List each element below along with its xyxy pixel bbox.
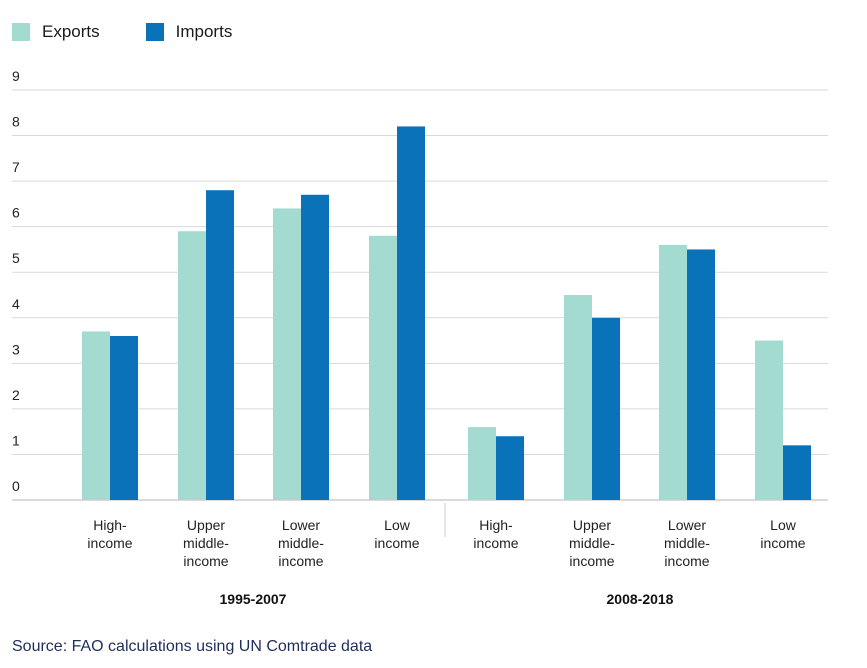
bar-imports	[687, 249, 715, 500]
y-tick-label: 3	[12, 341, 20, 357]
x-tick-label: Upper middle-income	[569, 517, 615, 569]
bar-chart: 0 1 2 3 4 5 6 7 8 9 High-income Upper middle-income L…	[12, 68, 828, 607]
bar-exports	[755, 340, 783, 500]
bar-imports	[592, 317, 620, 500]
y-tick-label: 7	[12, 159, 20, 175]
bar-imports	[397, 126, 425, 500]
legend-label-imports: Imports	[175, 22, 233, 41]
legend-item-exports: Exports	[12, 22, 100, 42]
bar-exports	[468, 427, 496, 500]
y-tick-label: 4	[12, 296, 20, 312]
y-tick-label: 9	[12, 68, 20, 84]
y-tick-label: 2	[12, 387, 20, 403]
y-tick-label: 0	[12, 478, 20, 494]
x-tick-label: Lower middle-income	[278, 517, 324, 569]
x-tick-label: Upper middle-income	[183, 517, 229, 569]
bar-imports	[496, 436, 524, 500]
bar-exports	[82, 331, 110, 500]
x-tick-label: Low income	[374, 517, 419, 551]
bar-exports	[369, 235, 397, 500]
y-tick-label: 5	[12, 250, 20, 266]
bar-exports	[564, 295, 592, 500]
x-tick-label: High-income	[87, 517, 132, 551]
chart-legend: Exports Imports	[12, 22, 278, 42]
y-tick-label: 1	[12, 432, 20, 448]
group-label: 1995-2007	[220, 591, 287, 607]
bar-imports	[783, 445, 811, 500]
bar-exports	[659, 244, 687, 500]
x-tick-label: High-income	[473, 517, 518, 551]
bar-exports	[178, 231, 206, 500]
bar-exports	[273, 208, 301, 500]
y-tick-label: 6	[12, 205, 20, 221]
legend-item-imports: Imports	[145, 22, 233, 42]
legend-label-exports: Exports	[42, 22, 100, 41]
bar-imports	[301, 194, 329, 500]
legend-swatch-imports	[145, 23, 164, 41]
legend-swatch-exports	[12, 23, 30, 41]
y-tick-label: 8	[12, 114, 20, 130]
bar-imports	[206, 190, 234, 500]
bar-imports	[110, 336, 138, 500]
source-note: Source: FAO calculations using UN Comtra…	[12, 638, 373, 655]
x-tick-label: Low income	[760, 517, 805, 551]
x-tick-label: Lower middle-income	[664, 517, 710, 569]
group-label: 2008-2018	[607, 591, 674, 607]
